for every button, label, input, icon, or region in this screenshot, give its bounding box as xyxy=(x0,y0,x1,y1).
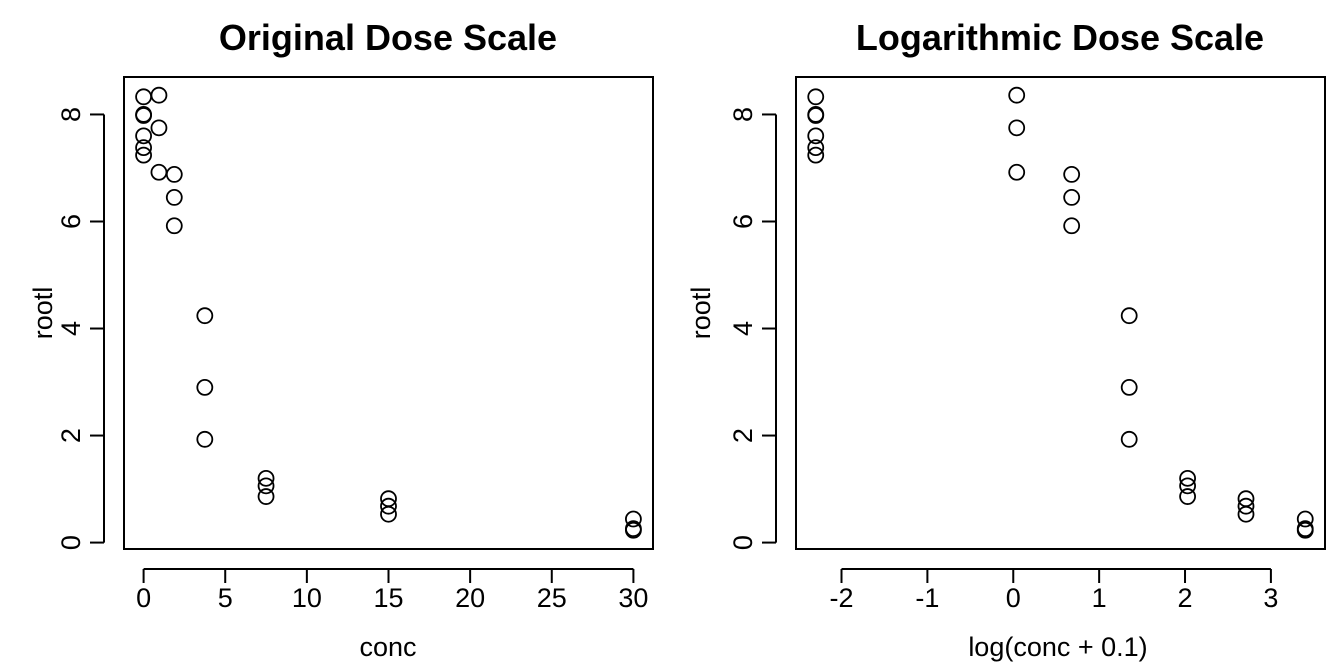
data-point xyxy=(1120,378,1138,396)
data-point xyxy=(1063,217,1081,235)
x-axis-label: log(conc + 0.1) xyxy=(968,632,1147,662)
data-point xyxy=(196,307,214,325)
data-point xyxy=(1179,469,1196,487)
data-point xyxy=(807,107,825,124)
x-tick-label: 0 xyxy=(1006,583,1021,613)
data-point xyxy=(1237,497,1255,515)
x-axis-label: conc xyxy=(359,632,416,662)
y-tick-label: 6 xyxy=(56,214,86,229)
data-point xyxy=(807,88,825,106)
data-point xyxy=(1179,488,1196,505)
data-points xyxy=(807,86,1314,539)
x-tick-label: 1 xyxy=(1092,583,1107,613)
data-point xyxy=(1120,430,1138,448)
panel-original-dose: Original Dose Scale conc rootl 0 5 10 15 20 2… xyxy=(28,17,654,662)
data-point xyxy=(807,139,825,157)
x-tick-label: 0 xyxy=(136,583,151,613)
data-point xyxy=(1296,521,1314,539)
x-tick-label: -2 xyxy=(830,583,854,613)
y-tick-label: 8 xyxy=(728,107,758,122)
data-points xyxy=(135,86,642,539)
plot-frame xyxy=(795,76,1326,550)
x-tick-label: 15 xyxy=(373,583,403,613)
data-point xyxy=(625,521,642,539)
y-tick-label: 6 xyxy=(728,214,758,229)
data-point xyxy=(150,86,168,104)
x-tick-label: 20 xyxy=(455,583,485,613)
data-point xyxy=(196,430,214,448)
x-tick-label: 25 xyxy=(537,583,567,613)
x-tick-label: 5 xyxy=(218,583,233,613)
data-point xyxy=(1179,477,1196,495)
x-tick-label: 30 xyxy=(618,583,648,613)
y-axis: 0 2 4 6 8 xyxy=(56,107,105,550)
data-point xyxy=(135,127,152,145)
data-point xyxy=(196,378,214,396)
data-point xyxy=(625,510,642,528)
y-tick-label: 2 xyxy=(56,428,86,443)
data-point xyxy=(380,505,397,523)
data-point xyxy=(807,146,825,164)
x-tick-label: 10 xyxy=(292,583,322,613)
y-tick-label: 4 xyxy=(56,321,86,336)
x-axis: 0 5 10 15 20 25 30 xyxy=(136,568,648,613)
data-point xyxy=(807,127,825,145)
data-point xyxy=(1063,165,1081,183)
data-point xyxy=(165,165,183,183)
data-point xyxy=(257,488,275,505)
data-point xyxy=(1008,163,1026,181)
data-point xyxy=(257,477,275,495)
y-tick-label: 0 xyxy=(56,535,86,550)
data-point xyxy=(1008,86,1026,104)
data-point xyxy=(165,189,183,206)
x-axis: -2 -1 0 1 2 3 xyxy=(830,568,1278,613)
chart-title: Original Dose Scale xyxy=(219,17,557,58)
data-point xyxy=(1120,307,1138,325)
y-tick-label: 2 xyxy=(728,428,758,443)
panel-logarithmic-dose: Logarithmic Dose Scale log(conc + 0.1) r… xyxy=(686,17,1326,662)
y-axis-label: rootl xyxy=(686,287,716,340)
plot-frame xyxy=(123,76,654,550)
data-point xyxy=(380,497,397,515)
data-point xyxy=(1008,119,1026,137)
chart-title: Logarithmic Dose Scale xyxy=(856,17,1264,58)
y-axis-label: rootl xyxy=(28,287,58,340)
data-point xyxy=(1296,510,1314,528)
y-tick-label: 8 xyxy=(56,107,86,122)
data-point xyxy=(135,139,152,157)
data-point xyxy=(257,469,275,487)
data-point xyxy=(135,146,152,164)
data-point xyxy=(135,107,152,124)
y-tick-label: 0 xyxy=(728,535,758,550)
data-point xyxy=(165,217,183,235)
x-tick-label: 3 xyxy=(1263,583,1278,613)
y-axis: 0 2 4 6 8 xyxy=(728,107,777,550)
data-point xyxy=(1063,189,1081,206)
y-tick-label: 4 xyxy=(728,321,758,336)
x-tick-label: -1 xyxy=(915,583,939,613)
x-tick-label: 2 xyxy=(1178,583,1193,613)
data-point xyxy=(150,119,168,137)
data-point xyxy=(1237,505,1255,523)
